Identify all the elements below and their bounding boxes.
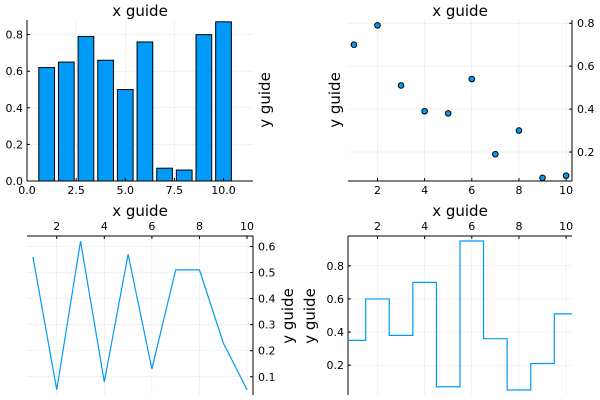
- scatter-y-tick-label: 0.8: [577, 17, 595, 30]
- bar: [136, 41, 154, 182]
- bar: [195, 34, 213, 182]
- scatter-x-tick-label: 2: [374, 184, 381, 197]
- step-x-tick-label: 6: [468, 220, 475, 233]
- step-y-tick-label: 0.4: [327, 326, 345, 339]
- line-x-tick-label: 8: [196, 220, 203, 233]
- step-chart-y-label: y guide: [301, 288, 319, 344]
- bar: [97, 59, 114, 182]
- bar-y-tick-label: 0.6: [6, 65, 24, 78]
- bar-x-tick-label: 2.5: [67, 184, 85, 197]
- bar: [57, 61, 75, 182]
- scatter-point: [515, 127, 523, 134]
- scatter-point: [397, 82, 405, 89]
- bar-chart-title: x guide: [112, 2, 168, 20]
- scatter-point: [374, 22, 381, 29]
- step-x-tick-label: 10: [559, 220, 573, 233]
- bar-x-tick-label: 0.0: [18, 184, 36, 197]
- step-chart-panel: 2 4 6 8 10 0.2 0.4 0.6 0.8 x guide y guide: [301, 202, 573, 395]
- line-y-tick-label: 0.5: [258, 266, 276, 279]
- bar-chart-panel: 0.0 2.5 5.0 7.5 10.0 0.0 0.2 0.4 0.6 0.8 x guide…: [6, 2, 275, 197]
- scatter-y-tick-label: 0.4: [577, 103, 595, 116]
- bar-y-tick-label: 0.2: [6, 138, 24, 151]
- scatter-y-tick-label: 0.2: [577, 146, 595, 159]
- step-y-tick-label: 0.6: [327, 293, 345, 306]
- bar-x-tick-label: 5.0: [117, 184, 135, 197]
- scatter-x-tick-label: 6: [468, 184, 475, 197]
- line-y-tick-label: 0.3: [258, 319, 276, 332]
- line-x-tick-label: 2: [53, 220, 60, 233]
- scatter-chart-y-label: y guide: [326, 72, 344, 128]
- scatter-chart-panel: 2 4 6 8 10 0.2 0.4 0.6 0.8 x guide y guide: [326, 2, 595, 197]
- bar-y-tick-label: 0.4: [6, 102, 24, 115]
- step-chart-x-label: x guide: [432, 202, 488, 220]
- scatter-x-tick-label: 4: [421, 184, 428, 197]
- step-y-tick-label: 0.8: [327, 260, 345, 273]
- scatter-y-tick-label: 0.6: [577, 60, 595, 73]
- line-y-tick-label: 0.4: [258, 293, 276, 306]
- scatter-point: [539, 174, 546, 182]
- bar: [156, 167, 173, 182]
- step-x-tick-label: 8: [515, 220, 522, 233]
- bar: [215, 21, 232, 182]
- bar-y-tick-label: 0.8: [6, 29, 24, 42]
- bar-chart-y-label: y guide: [256, 72, 274, 128]
- bar-y-tick-label: 0.0: [6, 175, 24, 188]
- step-x-tick-label: 4: [421, 220, 428, 233]
- line-series: [32, 241, 248, 391]
- bar: [38, 67, 56, 182]
- scatter-x-tick-label: 8: [515, 184, 522, 197]
- line-y-tick-label: 0.2: [258, 345, 276, 358]
- bar-x-tick-label: 10.0: [211, 184, 236, 197]
- scatter-point: [350, 41, 358, 48]
- scatter-point: [468, 75, 476, 83]
- line-chart-panel: 2 4 6 8 10 0.1 0.2 0.3 0.4 0.5 0.6 x guide y guid…: [27, 202, 297, 395]
- bar-x-tick-label: 7.5: [166, 184, 184, 197]
- bar: [175, 169, 193, 182]
- step-y-tick-label: 0.2: [327, 359, 345, 372]
- bar: [77, 35, 95, 182]
- line-x-tick-label: 4: [101, 220, 108, 233]
- line-x-tick-label: 10: [240, 220, 254, 233]
- scatter-point: [562, 172, 570, 179]
- scatter-point: [421, 107, 428, 115]
- step-x-tick-label: 2: [374, 220, 381, 233]
- scatter-x-tick-label: 10: [559, 184, 573, 197]
- scatter-chart-title: x guide: [432, 2, 488, 20]
- bar: [116, 89, 134, 182]
- line-chart-x-label: x guide: [112, 202, 168, 220]
- line-y-tick-label: 0.6: [258, 240, 276, 253]
- line-x-tick-label: 6: [148, 220, 155, 233]
- scatter-point: [444, 110, 452, 117]
- line-chart-y-label: y guide: [279, 288, 297, 344]
- scatter-point: [492, 150, 499, 158]
- step-series: [348, 240, 572, 391]
- line-y-tick-label: 0.1: [258, 371, 276, 384]
